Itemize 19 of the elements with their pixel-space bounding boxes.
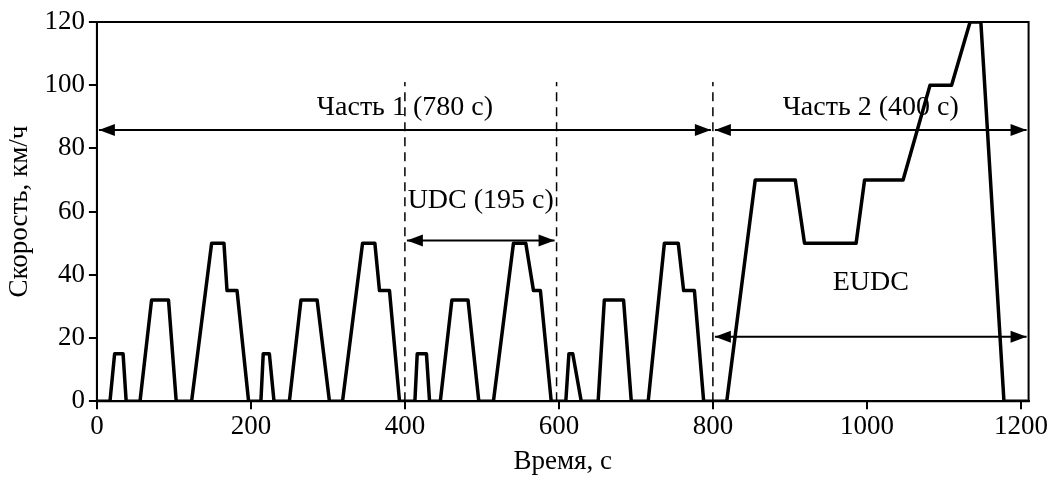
y-tick-label: 60 [57, 194, 85, 225]
x-tick-label: 600 [538, 410, 580, 441]
x-tick-label: 0 [90, 410, 104, 441]
x-tick-label: 1000 [839, 410, 894, 441]
x-tick-label: 1200 [993, 410, 1048, 441]
y-tick-label: 40 [57, 257, 85, 288]
annotation: EUDC [832, 265, 909, 297]
y-tick-label: 80 [57, 131, 85, 162]
x-tick-label: 200 [230, 410, 272, 441]
y-tick-label: 20 [57, 321, 85, 352]
annotation: UDC (195 с) [407, 182, 554, 214]
y-tick-label: 100 [44, 68, 85, 99]
x-tick-label: 800 [692, 410, 734, 441]
y-tick-label: 0 [71, 384, 85, 415]
y-axis-title: Скорость, км/ч [3, 125, 34, 298]
x-tick-label: 400 [384, 410, 426, 441]
x-axis-title: Время, с [513, 444, 612, 475]
y-tick-label: 120 [44, 5, 85, 36]
annotation: Часть 1 (780 с) [316, 90, 493, 122]
